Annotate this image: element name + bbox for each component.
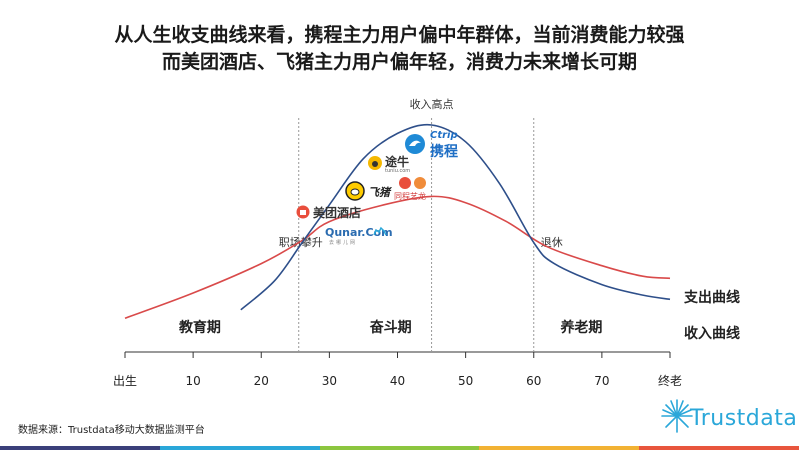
stage-label-1: 奋斗期: [369, 319, 412, 336]
tongcheng-elong-name: 同程艺龙: [394, 192, 426, 201]
trustdata-burst-icon: [661, 399, 693, 433]
x-tick-label-8: 终老: [658, 373, 682, 388]
x-tick-label-6: 60: [526, 374, 541, 388]
fliggy-logo: 飞猪: [345, 181, 395, 203]
title-line-2: 而美团酒店、飞猪主力用户偏年轻，消费力未来增长可期: [161, 51, 637, 73]
marker-label-2: 退休: [541, 236, 563, 249]
fliggy-name: 飞猪: [368, 186, 390, 199]
tongcheng-elong-logo: 同程艺龙: [394, 176, 434, 202]
dolphin-icon: [405, 134, 425, 154]
x-tick-label-5: 50: [458, 374, 473, 388]
x-tick-label-7: 70: [594, 374, 609, 388]
marker-label-1: 收入高点: [410, 97, 454, 111]
tongcheng-elong-icon: [399, 177, 426, 189]
series-label-expense: 支出曲线: [683, 289, 740, 306]
footer-segment-5: [639, 446, 799, 450]
series-line-expense: [124, 195, 671, 319]
series-label-income: 收入曲线: [684, 325, 740, 342]
x-tick-label-2: 20: [254, 374, 269, 388]
ctrip-name: 携程: [430, 144, 458, 160]
x-tick-label-3: 30: [322, 374, 337, 388]
stage-label-2: 养老期: [559, 319, 602, 336]
ctrip-logo: Ctrip 携程: [404, 130, 466, 160]
tuniu-name: 途牛: [385, 155, 410, 169]
qunar-sub: 去哪儿网: [329, 240, 358, 246]
title-line-1: 从人生收支曲线来看，携程主力用户偏中年群体，当前消费能力较强: [114, 24, 685, 46]
ctrip-sub: Ctrip: [430, 130, 458, 141]
series-line-income: [240, 123, 671, 311]
footer-segment-1: [0, 446, 160, 450]
meituan-hotel-name: 美团酒店: [313, 206, 362, 220]
meituan-hotel-icon: [296, 205, 310, 219]
trustdata-brand: Trustdata: [660, 396, 797, 440]
footer-segment-2: [159, 446, 320, 450]
x-tick-label-0: 出生: [113, 374, 137, 388]
tuniu-logo: 途牛 tuniu.com: [367, 153, 427, 177]
footer-segment-3: [319, 446, 480, 450]
camel-icon: [373, 226, 387, 236]
x-tick-label-1: 10: [185, 374, 200, 388]
tuniu-sub: tuniu.com: [385, 168, 411, 174]
trustdata-wordmark: Trustdata: [690, 406, 798, 431]
fliggy-pig-icon: [345, 181, 365, 201]
footer-segment-4: [479, 446, 640, 450]
data-source: 数据来源：Trustdata移动大数据监测平台: [18, 425, 205, 436]
x-tick-label-4: 40: [390, 374, 405, 388]
stage-label-0: 教育期: [179, 319, 221, 336]
tuniu-bull-icon: [368, 156, 382, 170]
footer-color-bar: [0, 446, 799, 450]
meituan-hotel-logo: 美团酒店: [296, 204, 368, 222]
qunar-logo: Qunar.Com 去哪儿网: [325, 226, 393, 248]
